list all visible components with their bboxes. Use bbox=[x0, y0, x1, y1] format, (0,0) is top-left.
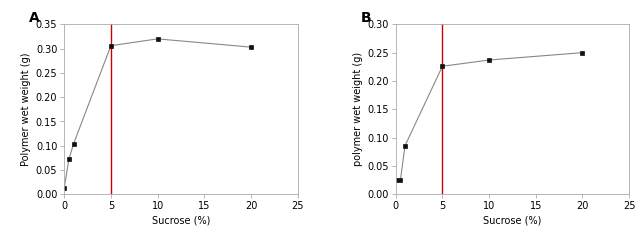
X-axis label: Sucrose (%): Sucrose (%) bbox=[483, 216, 542, 226]
Y-axis label: polymer wet weight (g): polymer wet weight (g) bbox=[353, 52, 363, 166]
Y-axis label: Polymer wet weight (g): Polymer wet weight (g) bbox=[21, 52, 31, 166]
X-axis label: Sucrose (%): Sucrose (%) bbox=[152, 216, 210, 226]
Text: B: B bbox=[361, 11, 371, 25]
Text: A: A bbox=[29, 11, 40, 25]
